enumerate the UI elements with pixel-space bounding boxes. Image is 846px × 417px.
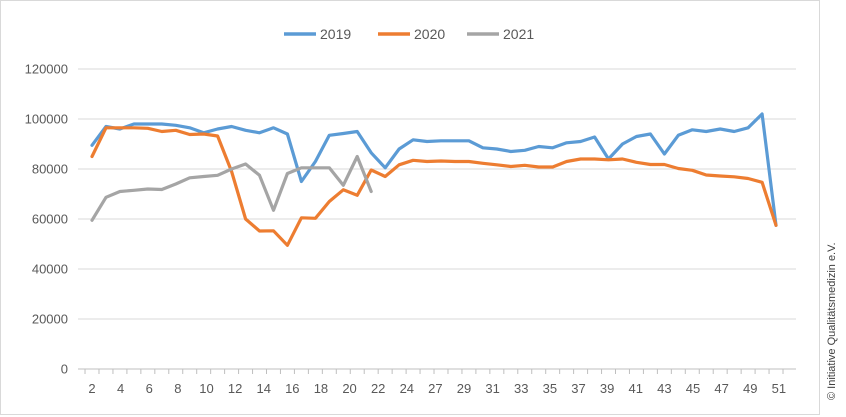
x-tick-label: 20 (342, 381, 356, 396)
y-tick-label: 80000 (32, 162, 68, 177)
x-tick-label: 31 (485, 381, 499, 396)
y-tick-label: 100000 (25, 112, 68, 127)
y-tick-label: 60000 (32, 212, 68, 227)
y-tick-label: 40000 (32, 262, 68, 277)
x-tick-label: 6 (146, 381, 153, 396)
y-tick-label: 20000 (32, 312, 68, 327)
x-tick-label: 35 (543, 381, 557, 396)
x-tick-label: 12 (228, 381, 242, 396)
legend-label-2021: 2021 (503, 26, 534, 42)
series-line-2020 (90, 126, 778, 247)
gridlines (78, 68, 796, 320)
legend-label-2020: 2020 (414, 26, 445, 42)
x-tick-label: 37 (571, 381, 585, 396)
x-tick-label: 45 (686, 381, 700, 396)
x-tick-label: 8 (174, 381, 181, 396)
x-tick-label: 33 (514, 381, 528, 396)
x-tick-label: 39 (600, 381, 614, 396)
x-tick-label: 41 (629, 381, 643, 396)
x-tick-label: 43 (657, 381, 671, 396)
x-tick-label: 18 (314, 381, 328, 396)
copyright-credit: © Initiative Qualitätsmedizin e.V. (826, 242, 838, 401)
y-tick-label: 0 (61, 362, 68, 377)
x-tick-label: 4 (117, 381, 124, 396)
x-tick-label: 2 (88, 381, 95, 396)
x-tick-label: 14 (256, 381, 270, 396)
legend: 2019 2020 2021 (284, 26, 534, 42)
legend-label-2019: 2019 (320, 26, 351, 42)
x-tick-label: 16 (285, 381, 299, 396)
x-tick-label: 51 (772, 381, 786, 396)
x-tick-label: 47 (714, 381, 728, 396)
x-tick-label: 29 (457, 381, 471, 396)
x-tick-label: 27 (428, 381, 442, 396)
x-tick-label: 49 (743, 381, 757, 396)
series-lines (90, 112, 778, 247)
series-line-2019 (90, 112, 778, 227)
y-tick-label: 120000 (25, 62, 68, 77)
series-line-2021 (90, 154, 373, 222)
x-tick-label: 22 (371, 381, 385, 396)
x-tick-label: 10 (199, 381, 213, 396)
x-tick-label: 24 (400, 381, 414, 396)
chart-frame: 0 20000 40000 60000 80000 100000 120000 2 4 6 8 10 1… (0, 0, 820, 415)
